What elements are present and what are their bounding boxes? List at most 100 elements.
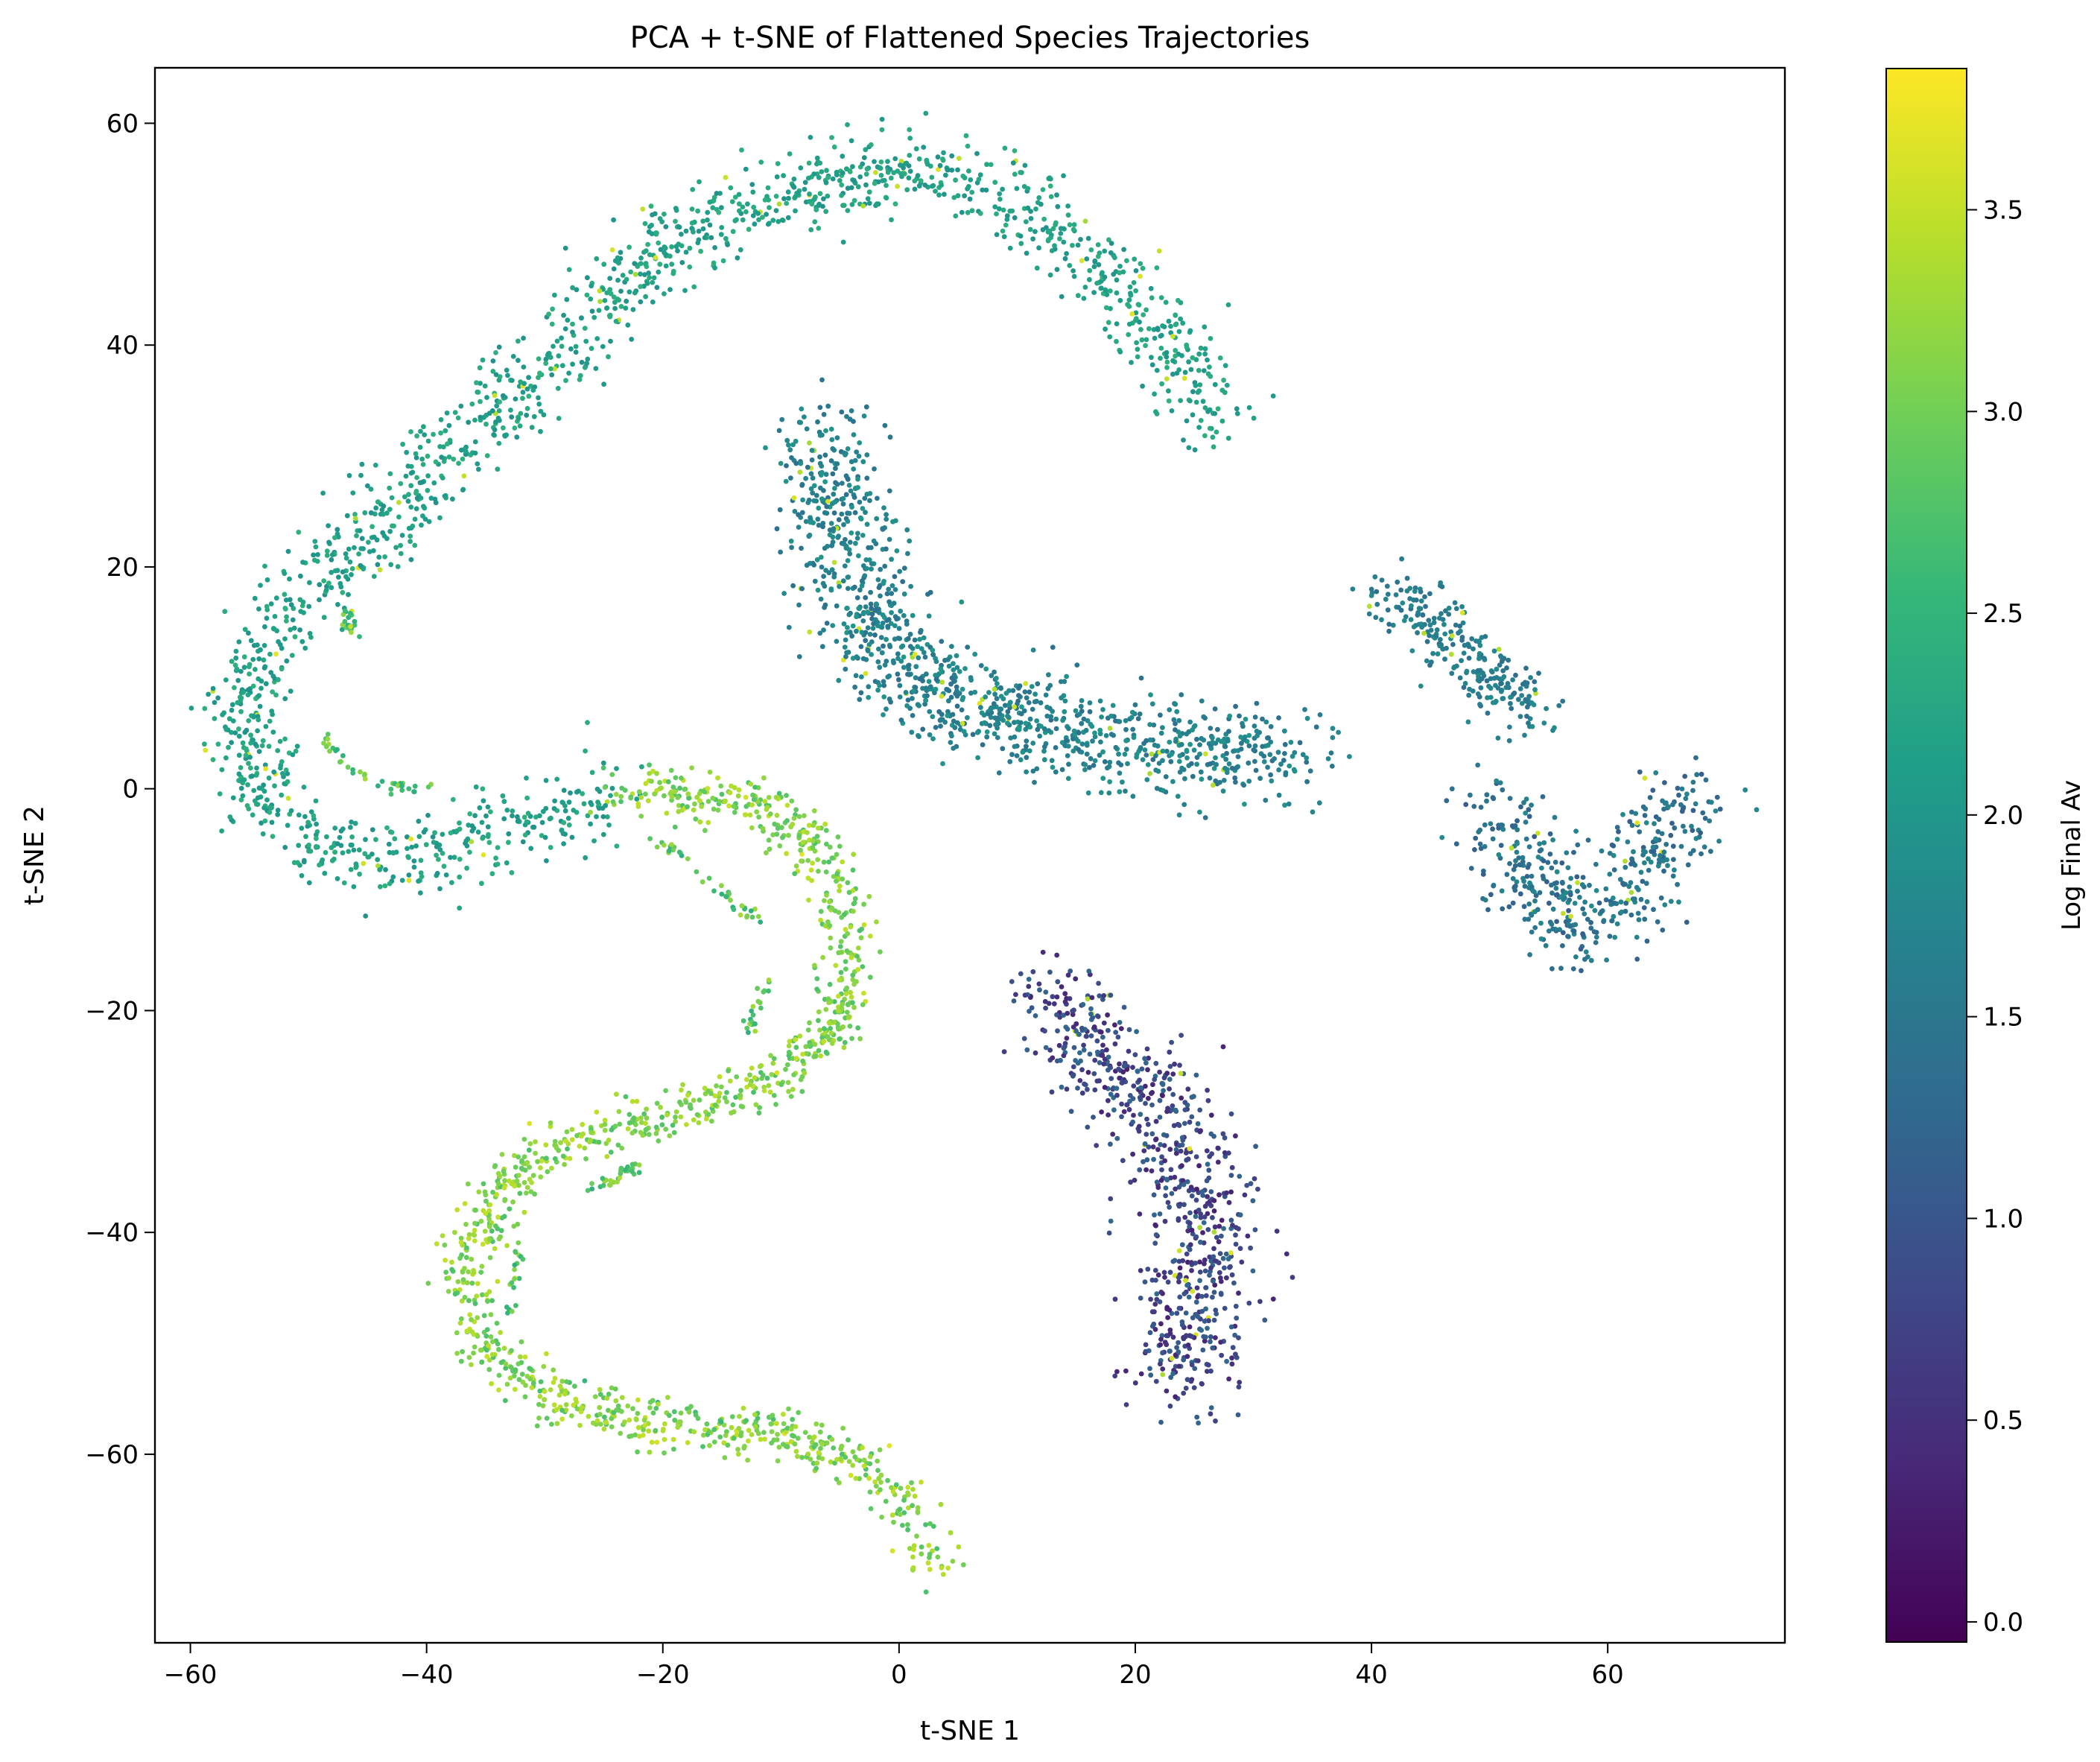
scatter-point xyxy=(1574,874,1580,880)
scatter-point xyxy=(271,769,277,775)
scatter-point xyxy=(781,591,787,596)
scatter-point xyxy=(591,838,597,843)
scatter-point xyxy=(1694,772,1700,778)
scatter-point xyxy=(884,546,889,552)
scatter-point xyxy=(1473,835,1479,841)
scatter-point xyxy=(1082,218,1088,224)
scatter-point xyxy=(588,821,593,827)
scatter-point xyxy=(1549,922,1555,927)
scatter-point xyxy=(1270,393,1276,399)
scatter-point xyxy=(1162,1218,1168,1224)
scatter-point xyxy=(1662,902,1668,907)
scatter-point xyxy=(1077,1078,1083,1083)
scatter-point xyxy=(1643,806,1649,812)
scatter-point xyxy=(624,298,629,304)
scatter-point xyxy=(764,212,769,217)
scatter-point xyxy=(846,612,852,618)
scatter-point xyxy=(1656,817,1662,823)
scatter-point xyxy=(1529,929,1535,935)
scatter-point xyxy=(1647,795,1653,800)
scatter-point xyxy=(514,434,520,440)
scatter-point xyxy=(789,545,794,551)
scatter-point xyxy=(472,1220,478,1226)
scatter-point xyxy=(597,288,603,294)
scatter-point xyxy=(1268,772,1273,778)
scatter-point xyxy=(857,1036,863,1042)
scatter-point xyxy=(493,350,498,355)
scatter-point xyxy=(697,819,703,825)
scatter-point xyxy=(358,562,364,568)
scatter-point xyxy=(609,247,615,253)
scatter-point xyxy=(689,765,694,770)
scatter-point xyxy=(822,510,828,516)
scatter-point xyxy=(574,1132,580,1138)
scatter-point xyxy=(496,1372,502,1378)
scatter-point xyxy=(878,635,884,640)
scatter-point xyxy=(1560,910,1566,916)
scatter-point xyxy=(1168,758,1174,764)
scatter-point xyxy=(766,837,772,843)
scatter-point xyxy=(737,1092,743,1098)
scatter-point xyxy=(340,826,346,831)
scatter-point xyxy=(1252,758,1257,764)
scatter-point xyxy=(1113,718,1118,723)
scatter-point xyxy=(946,663,952,669)
scatter-point xyxy=(476,466,481,472)
scatter-point xyxy=(471,1232,476,1237)
scatter-point xyxy=(1457,675,1463,681)
scatter-point xyxy=(1203,751,1208,757)
scatter-point xyxy=(735,1447,740,1452)
scatter-point xyxy=(1044,704,1050,710)
scatter-point xyxy=(1111,271,1117,277)
scatter-point xyxy=(258,820,264,826)
scatter-point xyxy=(257,703,263,709)
scatter-point xyxy=(705,799,711,804)
scatter-point xyxy=(1027,689,1032,695)
scatter-point xyxy=(667,287,673,292)
scatter-point xyxy=(478,399,483,405)
scatter-point xyxy=(1632,862,1638,868)
scatter-point xyxy=(1514,841,1520,846)
scatter-point xyxy=(756,814,761,820)
scatter-point xyxy=(1002,145,1008,151)
scatter-point xyxy=(805,1451,811,1457)
scatter-point xyxy=(665,779,671,785)
scatter-point xyxy=(711,1439,717,1445)
scatter-point xyxy=(751,204,757,210)
scatter-point xyxy=(764,850,769,856)
scatter-point xyxy=(824,893,829,898)
scatter-point xyxy=(1087,276,1092,282)
scatter-point xyxy=(241,690,246,695)
scatter-point xyxy=(646,270,651,276)
scatter-point xyxy=(594,256,600,262)
scatter-point xyxy=(788,1426,794,1432)
scatter-point xyxy=(472,1301,478,1307)
scatter-point xyxy=(612,305,618,311)
scatter-point xyxy=(1065,212,1071,218)
scatter-point xyxy=(490,1189,495,1195)
scatter-point xyxy=(1385,592,1391,597)
scatter-point xyxy=(818,472,824,478)
scatter-point xyxy=(1053,745,1059,750)
scatter-point xyxy=(856,957,862,963)
scatter-point xyxy=(840,1024,846,1030)
scatter-point xyxy=(924,671,929,677)
scatter-point xyxy=(716,209,722,215)
scatter-point xyxy=(891,1519,896,1525)
scatter-point xyxy=(1116,751,1121,757)
scatter-point xyxy=(1123,747,1129,752)
scatter-point xyxy=(1628,890,1634,896)
scatter-point xyxy=(1650,844,1656,850)
scatter-point xyxy=(860,1002,866,1007)
scatter-point xyxy=(1096,262,1102,267)
scatter-point xyxy=(859,583,865,589)
scatter-point xyxy=(1170,1103,1176,1109)
scatter-point xyxy=(236,726,241,732)
scatter-point xyxy=(1106,237,1111,243)
scatter-point xyxy=(305,820,311,825)
scatter-point xyxy=(989,673,995,679)
scatter-point xyxy=(1138,261,1143,267)
scatter-point xyxy=(638,814,644,819)
scatter-point xyxy=(1038,723,1044,729)
scatter-point xyxy=(992,204,998,209)
